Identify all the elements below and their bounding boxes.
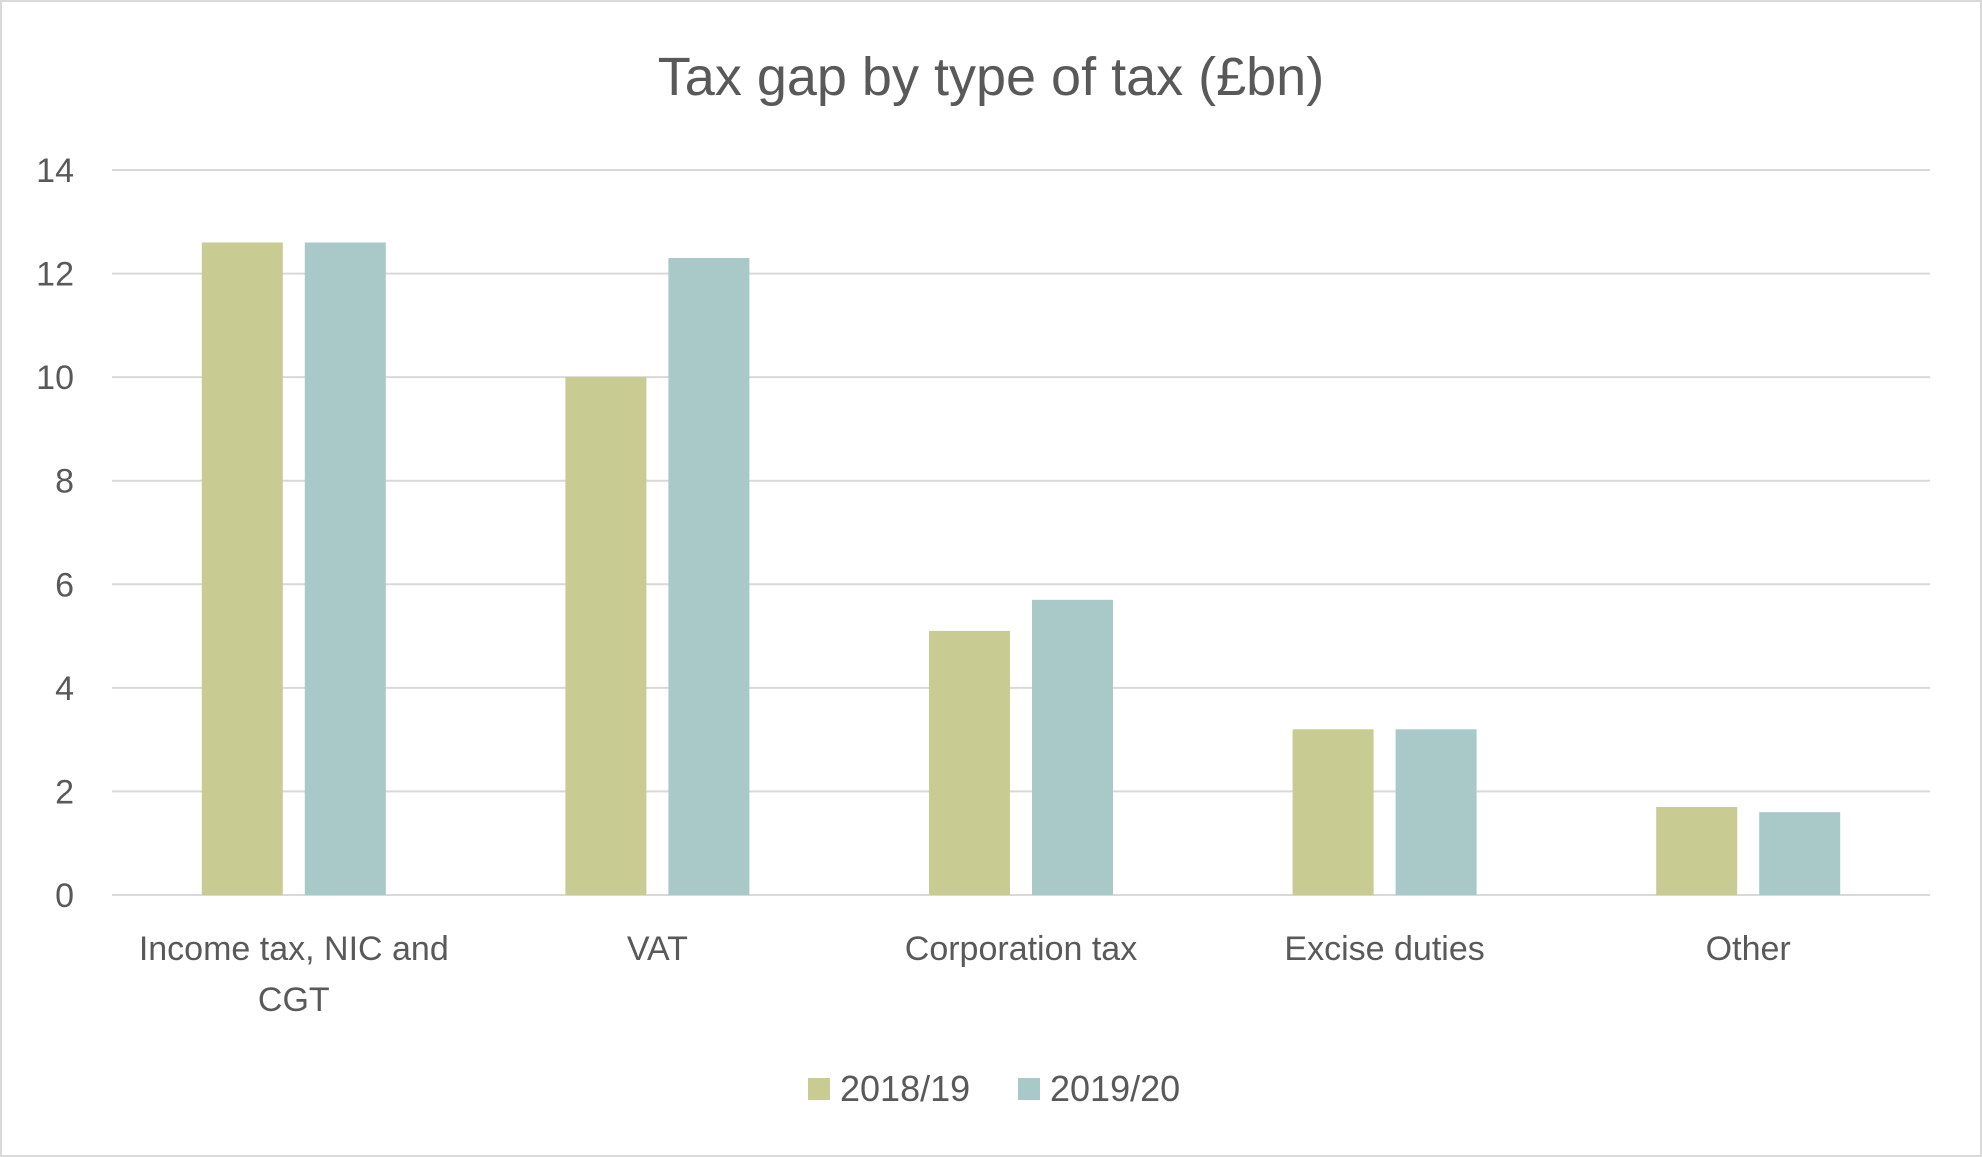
bar-2019-20-1 [668,258,750,895]
x-category-label: Excise duties [1284,930,1484,968]
x-category-label: Other [1706,930,1791,968]
y-tick-label: 4 [55,670,74,708]
bar-2019-20-3 [1395,729,1477,895]
y-tick-label: 6 [55,566,74,604]
x-axis-category-labels: Income tax, NIC and CGT VAT Corporation tax… [139,930,1791,1019]
bar-2018-19-2 [929,630,1010,895]
bar-2019-20-2 [1032,599,1113,895]
bar-2018-19-1 [565,377,647,896]
y-tick-label: 2 [55,773,74,811]
x-category-label: VAT [627,930,688,968]
bar-2019-20-4 [1759,812,1841,895]
legend-label: 2018/19 [840,1068,970,1109]
x-category-label: Corporation tax [905,930,1137,968]
bar-2018-19-3 [1292,729,1374,895]
y-axis-tick-labels: 0 2 4 6 8 10 12 14 [36,152,74,915]
x-category-label: Income tax, NIC and [139,930,449,968]
bars [201,242,1841,896]
y-tick-label: 8 [55,463,74,501]
legend-label: 2019/20 [1050,1068,1180,1109]
y-tick-label: 12 [36,256,74,294]
bar-2019-20-0 [304,242,386,895]
legend-swatch [1018,1078,1040,1100]
x-category-label: CGT [258,981,330,1019]
y-tick-label: 14 [36,152,74,190]
y-tick-label: 10 [36,359,74,397]
chart-title: Tax gap by type of tax (£bn) [658,47,1324,107]
legend-swatch [808,1078,830,1100]
bar-2018-19-0 [201,242,283,895]
bar-2018-19-4 [1656,806,1738,895]
gridlines [112,169,1930,896]
legend: 2018/19 2019/20 [808,1068,1180,1109]
y-tick-label: 0 [55,877,74,915]
